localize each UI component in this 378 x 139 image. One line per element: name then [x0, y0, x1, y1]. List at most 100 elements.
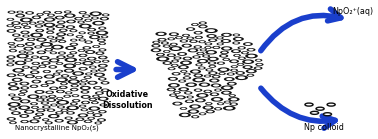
- Circle shape: [54, 11, 62, 14]
- Circle shape: [198, 25, 208, 28]
- Circle shape: [10, 94, 14, 96]
- Circle shape: [229, 103, 238, 106]
- Circle shape: [172, 47, 180, 50]
- Circle shape: [153, 49, 159, 51]
- Circle shape: [102, 36, 107, 38]
- Circle shape: [69, 76, 77, 79]
- Circle shape: [235, 55, 239, 56]
- Circle shape: [218, 72, 226, 75]
- Circle shape: [158, 54, 163, 56]
- Circle shape: [55, 16, 65, 19]
- Circle shape: [224, 77, 235, 81]
- Circle shape: [232, 41, 240, 44]
- Circle shape: [194, 89, 202, 92]
- Circle shape: [9, 74, 14, 76]
- Circle shape: [57, 70, 62, 72]
- Circle shape: [79, 83, 87, 85]
- Circle shape: [30, 70, 40, 74]
- Circle shape: [48, 114, 60, 118]
- Circle shape: [39, 51, 44, 53]
- Circle shape: [102, 82, 108, 84]
- Circle shape: [15, 27, 20, 28]
- Circle shape: [20, 51, 25, 53]
- Circle shape: [180, 66, 187, 68]
- Circle shape: [36, 109, 45, 112]
- Circle shape: [22, 83, 27, 85]
- Circle shape: [229, 94, 236, 97]
- Circle shape: [28, 52, 33, 54]
- Circle shape: [181, 108, 186, 109]
- Circle shape: [77, 21, 85, 23]
- Circle shape: [220, 51, 229, 54]
- Circle shape: [179, 53, 185, 55]
- Circle shape: [48, 28, 53, 30]
- Circle shape: [230, 95, 234, 96]
- Circle shape: [214, 89, 222, 91]
- Circle shape: [8, 42, 15, 45]
- Circle shape: [98, 68, 107, 72]
- Circle shape: [54, 119, 64, 122]
- Circle shape: [95, 52, 104, 55]
- Circle shape: [62, 83, 66, 85]
- Circle shape: [231, 98, 237, 100]
- Circle shape: [171, 43, 176, 45]
- Circle shape: [194, 74, 203, 77]
- Circle shape: [204, 75, 211, 77]
- Circle shape: [58, 52, 66, 55]
- Circle shape: [208, 39, 217, 42]
- Circle shape: [72, 99, 81, 102]
- Circle shape: [35, 76, 43, 79]
- Circle shape: [199, 60, 206, 62]
- Circle shape: [59, 21, 64, 23]
- Circle shape: [30, 102, 38, 105]
- Circle shape: [71, 30, 76, 32]
- Circle shape: [214, 76, 218, 78]
- Circle shape: [186, 92, 191, 94]
- Circle shape: [92, 45, 100, 48]
- Circle shape: [6, 29, 16, 33]
- Circle shape: [254, 66, 263, 70]
- Circle shape: [58, 33, 64, 35]
- Circle shape: [208, 61, 216, 65]
- Circle shape: [97, 39, 106, 42]
- Circle shape: [238, 57, 246, 60]
- Circle shape: [245, 60, 252, 63]
- Circle shape: [92, 95, 100, 98]
- Circle shape: [180, 39, 188, 43]
- Circle shape: [93, 102, 97, 104]
- Circle shape: [100, 56, 105, 59]
- Circle shape: [181, 88, 187, 90]
- Circle shape: [31, 120, 37, 122]
- Circle shape: [83, 96, 88, 98]
- Circle shape: [73, 95, 77, 96]
- Circle shape: [99, 42, 106, 45]
- Circle shape: [102, 13, 110, 16]
- Circle shape: [51, 45, 64, 49]
- Circle shape: [214, 107, 222, 110]
- Circle shape: [154, 41, 158, 43]
- Circle shape: [233, 54, 241, 57]
- Circle shape: [37, 25, 42, 27]
- Circle shape: [75, 118, 84, 121]
- Circle shape: [62, 109, 67, 111]
- Circle shape: [100, 17, 109, 20]
- Circle shape: [210, 39, 215, 41]
- Circle shape: [68, 20, 74, 23]
- Circle shape: [6, 59, 15, 63]
- Circle shape: [81, 12, 85, 13]
- Circle shape: [71, 43, 76, 45]
- Circle shape: [178, 87, 189, 91]
- Circle shape: [182, 34, 190, 37]
- Circle shape: [79, 50, 84, 51]
- Circle shape: [59, 29, 68, 32]
- Circle shape: [99, 39, 104, 41]
- Circle shape: [60, 109, 68, 112]
- Circle shape: [32, 71, 37, 73]
- Circle shape: [170, 78, 176, 80]
- Circle shape: [211, 83, 222, 87]
- Circle shape: [40, 65, 45, 67]
- Circle shape: [255, 59, 262, 62]
- Circle shape: [11, 97, 22, 100]
- Circle shape: [188, 37, 193, 39]
- Circle shape: [231, 65, 238, 68]
